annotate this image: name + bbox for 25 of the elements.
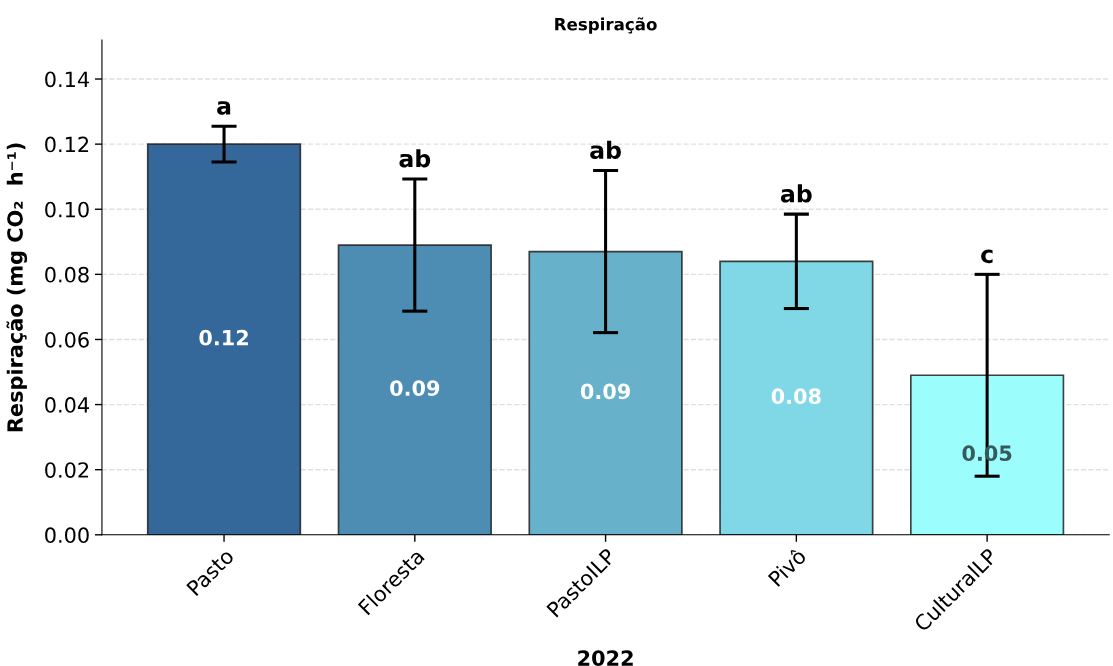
data-label: 0.08 [771, 388, 821, 405]
y-tick-label: 0.06 [45, 331, 89, 348]
chart-title: Respiração [555, 17, 657, 34]
annotation: ab [590, 140, 621, 159]
bar [528, 250, 683, 535]
bar [337, 244, 492, 535]
data-label: 0.09 [390, 380, 440, 396]
data-label: 0.09 [580, 383, 630, 400]
annotation: a [217, 101, 231, 115]
bar [909, 374, 1065, 535]
annotation: c [981, 249, 993, 264]
y-tick-label: 0.14 [45, 71, 89, 88]
annotation: ab [780, 184, 812, 203]
data-label: 0.12 [199, 329, 248, 346]
x-axis-title: 2022 [578, 650, 633, 666]
bar [146, 143, 302, 535]
y-tick-label: 0.10 [45, 201, 89, 218]
y-tick-label: 0.02 [45, 462, 89, 478]
y-tick-label: 0.00 [45, 527, 89, 544]
y-tick-label: 0.12 [45, 136, 89, 153]
y-tick-label: 0.04 [45, 397, 89, 413]
bar [719, 260, 874, 535]
y-tick-label: 0.08 [45, 266, 89, 283]
y-axis-title: Respiração (mg CO₂ h⁻¹) [6, 143, 28, 432]
annotation: ab [399, 149, 431, 168]
